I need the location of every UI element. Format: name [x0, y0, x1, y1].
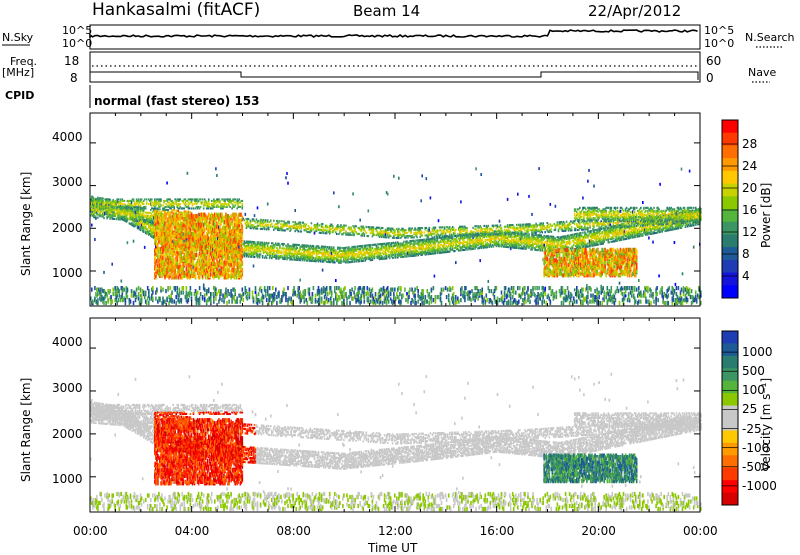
velocity-colorbar-tick: 25 — [742, 403, 757, 415]
power-plot — [90, 113, 702, 306]
p2-ytick-1000: 1000 — [52, 473, 83, 485]
power-colorbar-tick: 24 — [742, 160, 757, 172]
p1-ytick-2000: 2000 — [52, 222, 83, 234]
velocity-colorbar-tick: 1000 — [742, 346, 773, 358]
x-tick-label: 12:00 — [378, 525, 413, 537]
x-tick-label: 04:00 — [175, 525, 210, 537]
x-tick-label: 00:00 — [683, 525, 718, 537]
p2-ylabel: Slant Range [km] — [20, 378, 32, 482]
p1-ytick-3000: 3000 — [52, 176, 83, 188]
p1-ytick-1000: 1000 — [52, 267, 83, 279]
x-tick-label: 00:00 — [73, 525, 108, 537]
x-tick-label: 08:00 — [276, 525, 311, 537]
power-colorbar-label: Power [dB] — [760, 183, 772, 248]
velocity-colorbar-tick: 500 — [742, 365, 765, 377]
power-colorbar-tick: 12 — [742, 226, 757, 238]
power-colorbar-tick: 4 — [742, 270, 750, 282]
velocity-colorbar — [722, 331, 738, 506]
power-colorbar-tick: 28 — [742, 138, 757, 150]
x-axis-label: Time UT — [368, 542, 417, 554]
p1-ytick-4000: 4000 — [52, 131, 83, 143]
velocity-colorbar-label: Velocity [m s⁻¹] — [760, 378, 772, 471]
velocity-plot — [90, 318, 702, 512]
power-colorbar-tick: 16 — [742, 204, 757, 216]
p2-ytick-3000: 3000 — [52, 382, 83, 394]
x-tick-label: 20:00 — [581, 525, 616, 537]
p2-ytick-4000: 4000 — [52, 336, 83, 348]
power-colorbar-tick: 20 — [742, 182, 757, 194]
p1-ylabel: Slant Range [km] — [20, 172, 32, 276]
p2-ytick-2000: 2000 — [52, 428, 83, 440]
power-colorbar — [722, 120, 738, 299]
x-tick-label: 16:00 — [480, 525, 515, 537]
velocity-colorbar-tick: -1000 — [742, 480, 777, 492]
power-colorbar-tick: 8 — [742, 248, 750, 260]
